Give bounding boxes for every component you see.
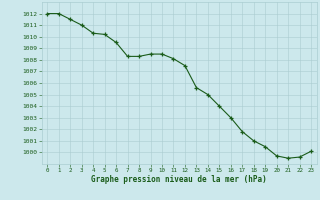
X-axis label: Graphe pression niveau de la mer (hPa): Graphe pression niveau de la mer (hPa) bbox=[91, 175, 267, 184]
